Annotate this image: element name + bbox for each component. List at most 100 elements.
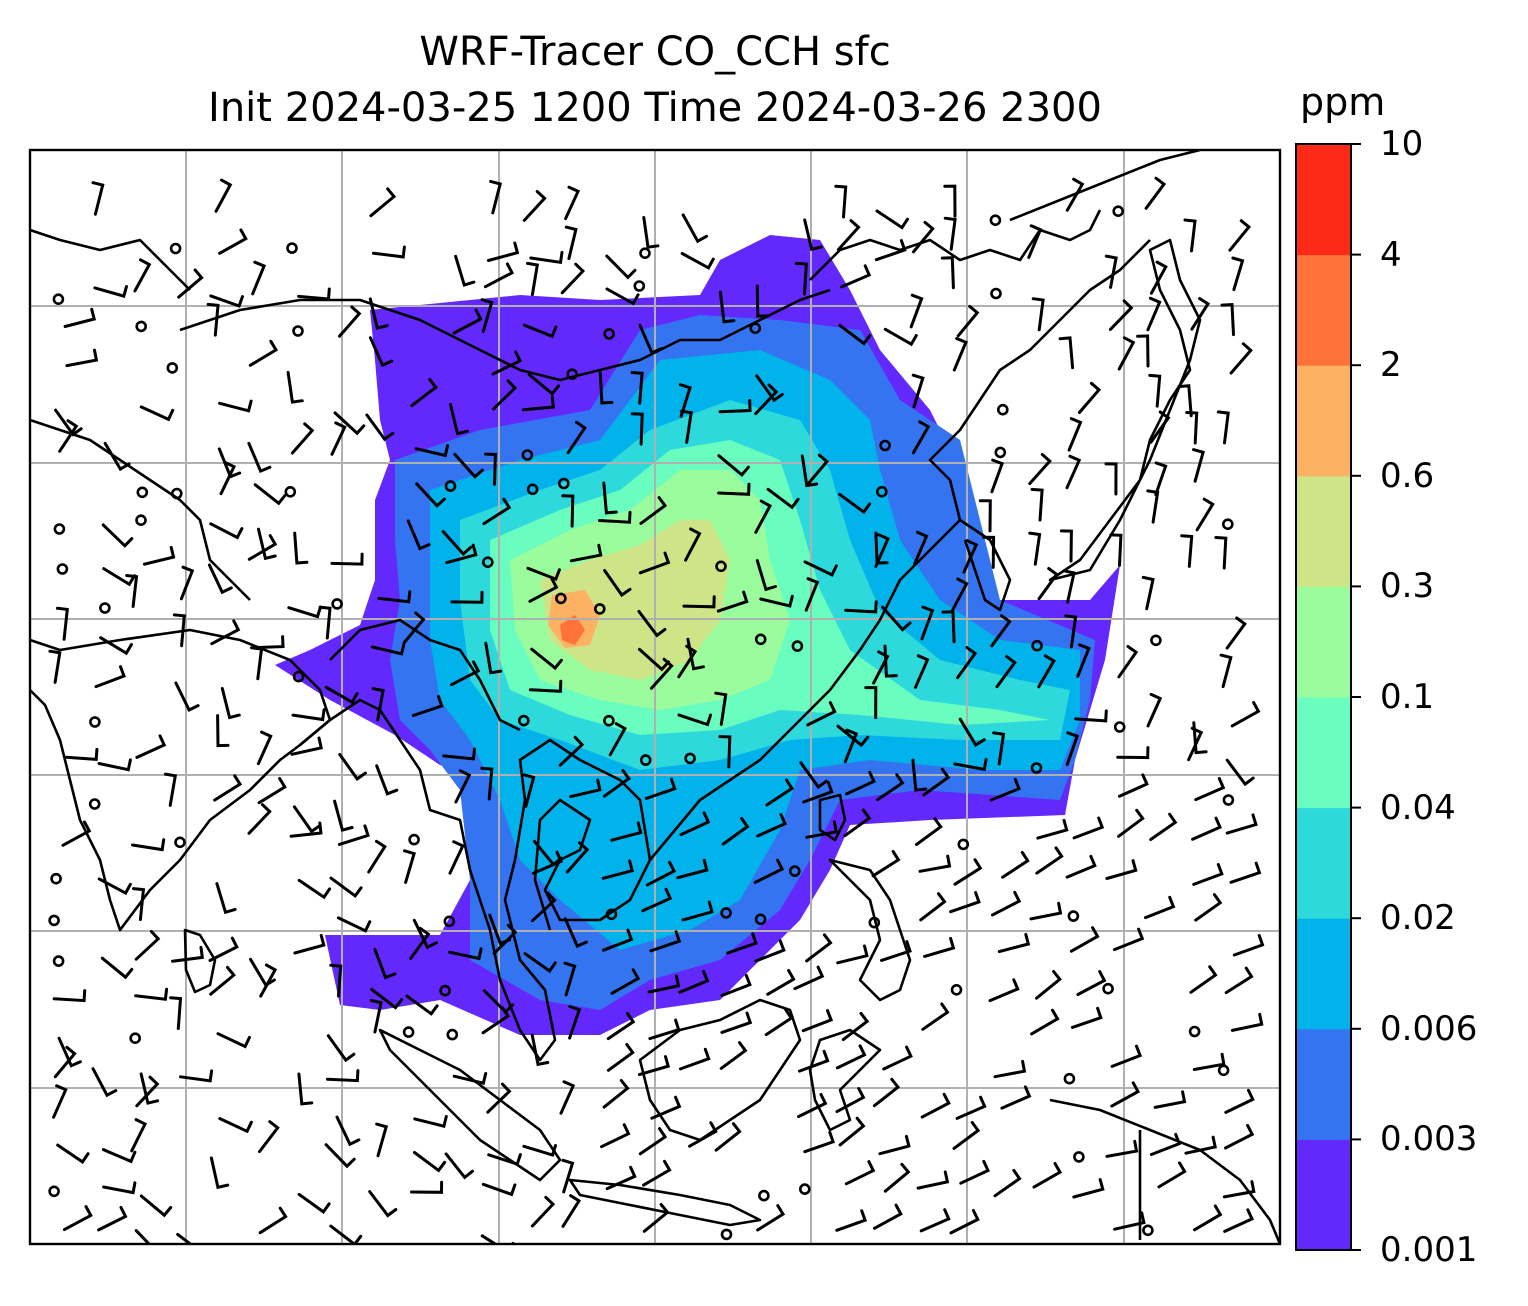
map-frame: [28, 148, 1282, 1246]
wind-barb: [480, 766, 494, 801]
wind-barb: [606, 1012, 636, 1041]
wind-barb: [878, 1134, 911, 1156]
wind-barb: [913, 530, 929, 566]
wind-barb: [603, 569, 632, 598]
coast-korea: [959, 518, 1012, 612]
calm-wind-marker: [633, 280, 646, 292]
wind-barb: [531, 850, 563, 875]
wind-barb: [642, 1159, 672, 1187]
calm-wind-marker: [639, 754, 652, 766]
wind-barb: [453, 452, 484, 479]
wind-barb: [338, 753, 367, 781]
wind-barb: [602, 481, 618, 515]
wind-barb: [139, 1194, 173, 1218]
calm-wind-marker: [791, 640, 804, 652]
wind-barb: [882, 1045, 913, 1071]
wind-barb: [216, 1032, 251, 1049]
wind-barb: [680, 252, 715, 270]
wind-barb: [251, 635, 285, 650]
wind-barb: [912, 220, 935, 254]
wind-barb: [953, 758, 988, 772]
wind-barb: [48, 649, 62, 684]
wind-barb: [647, 974, 681, 994]
calm-wind-marker: [48, 1185, 60, 1198]
wind-barb: [247, 534, 278, 561]
colorbar-segment: [1296, 918, 1351, 1030]
wind-barb: [291, 708, 326, 722]
calm-wind-marker: [1030, 762, 1043, 774]
wind-barb: [483, 262, 515, 289]
wind-barb: [97, 758, 132, 772]
wind-barb: [992, 731, 1006, 766]
wind-barb: [1065, 731, 1080, 766]
wind-barb: [638, 551, 671, 575]
wind-barb: [805, 933, 833, 963]
wind-barb: [605, 287, 640, 306]
wind-barb: [600, 1123, 631, 1149]
wind-barb: [406, 519, 431, 551]
wind-barb: [486, 241, 520, 262]
calm-wind-marker: [439, 984, 451, 997]
wind-barb: [1030, 1008, 1060, 1036]
wind-barb: [838, 492, 872, 515]
wind-barb: [717, 482, 751, 496]
wind-barb: [922, 767, 951, 797]
wind-barb: [755, 374, 784, 403]
wind-barb: [445, 543, 478, 565]
wind-barb: [952, 337, 968, 372]
wind-barb: [716, 590, 749, 613]
wind-barb: [1230, 701, 1261, 728]
wind-barb: [1077, 381, 1102, 414]
wind-barb: [132, 887, 146, 921]
wind-barb: [1064, 614, 1078, 649]
wind-barb: [564, 225, 578, 261]
wind-barb: [566, 420, 587, 455]
wind-barb: [880, 940, 912, 962]
calm-wind-marker: [720, 907, 732, 919]
calm-wind-marker: [603, 714, 615, 727]
wind-barb: [52, 1084, 68, 1119]
coast-philippines: [828, 858, 912, 1002]
calm-wind-marker: [1073, 1151, 1085, 1163]
wind-barb: [324, 1143, 356, 1169]
wind-barb: [1194, 893, 1223, 922]
wind-barb: [402, 611, 426, 644]
wind-barb: [135, 734, 167, 759]
wind-barb: [1224, 1088, 1255, 1114]
wind-barb: [1112, 927, 1145, 952]
wind-barb: [1149, 260, 1168, 295]
wind-barb: [679, 409, 693, 444]
wind-barb: [601, 928, 634, 952]
wind-barb: [57, 1036, 82, 1068]
calm-wind-marker: [444, 480, 457, 492]
wind-barb: [62, 1205, 93, 1232]
wind-barb: [405, 994, 439, 1016]
wind-barb: [530, 1195, 556, 1228]
wind-barb: [370, 642, 406, 656]
wind-barb: [371, 245, 406, 259]
wind-barb: [806, 701, 837, 727]
wind-barb: [1224, 1123, 1255, 1150]
wind-barb: [100, 956, 134, 980]
calm-wind-marker: [798, 1183, 811, 1195]
calm-wind-marker: [517, 714, 530, 727]
wind-barb: [369, 187, 397, 218]
wind-barb: [1187, 726, 1204, 762]
wind-barb: [58, 419, 79, 453]
calm-wind-marker: [88, 798, 101, 810]
wind-barb: [1225, 616, 1247, 650]
wind-barb: [206, 302, 220, 337]
wind-barb: [411, 694, 444, 717]
wind-barb: [845, 770, 876, 796]
wind-barb: [883, 327, 918, 347]
wind-barb: [489, 179, 503, 215]
wind-barb: [1108, 299, 1134, 331]
calm-wind-marker: [48, 914, 60, 927]
wind-barb: [413, 1151, 447, 1173]
wind-barb: [1027, 224, 1043, 259]
wind-barb: [1110, 1081, 1141, 1108]
wind-barb: [956, 646, 978, 680]
wind-barb: [569, 543, 603, 563]
wind-barb: [329, 1224, 363, 1244]
